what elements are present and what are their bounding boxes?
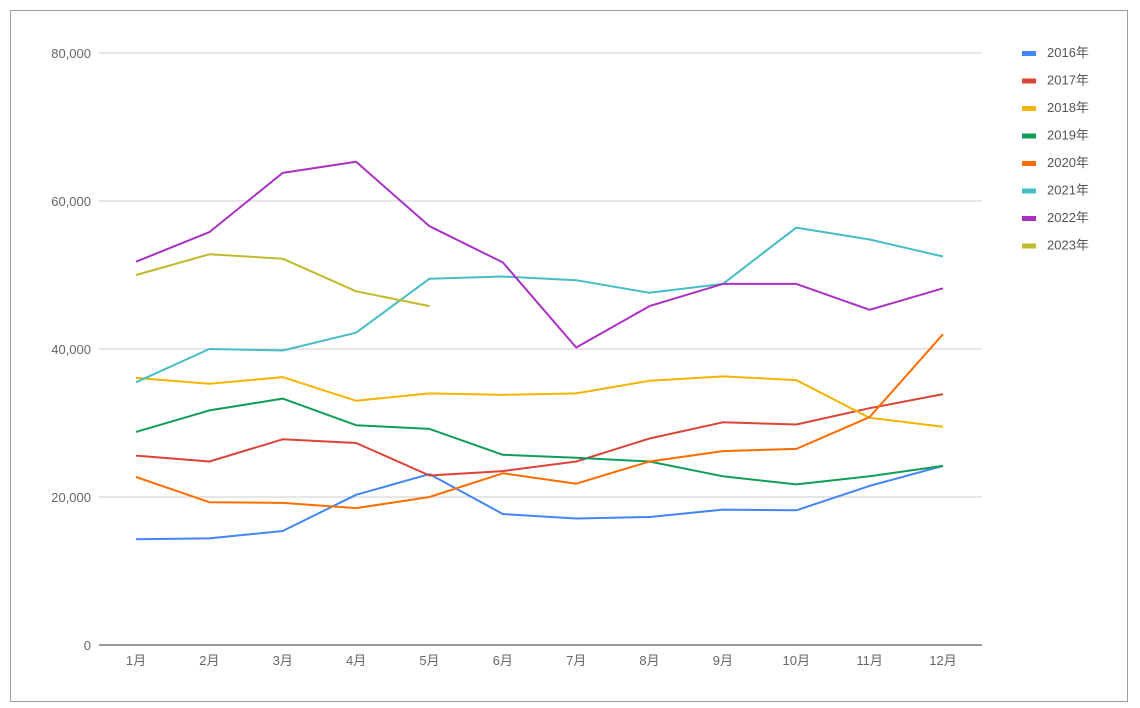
series-lines <box>135 160 944 541</box>
x-tick-label: 3月 <box>273 653 293 668</box>
legend-label: 2018年 <box>1047 100 1089 115</box>
legend-label: 2016年 <box>1047 45 1089 60</box>
x-tick-label: 2月 <box>199 653 219 668</box>
x-tick-label: 1月 <box>126 653 146 668</box>
legend-swatch <box>1022 216 1036 221</box>
y-tick-label: 80,000 <box>51 46 91 61</box>
y-tick-label: 60,000 <box>51 194 91 209</box>
x-tick-label: 11月 <box>856 653 883 668</box>
grid-lines <box>99 52 982 498</box>
y-tick-label: 0 <box>84 638 91 653</box>
series-line-7 <box>135 160 944 349</box>
x-tick-label: 6月 <box>493 653 513 668</box>
legend-swatch <box>1022 161 1036 166</box>
x-tick-label: 10月 <box>783 653 810 668</box>
x-tick-label: 8月 <box>639 653 659 668</box>
legend-label: 2022年 <box>1047 210 1089 225</box>
x-tick-label: 9月 <box>713 653 733 668</box>
legend-label: 2023年 <box>1047 238 1089 253</box>
legend: 2016年 2017年 2018年 2019年 2020年 2021年 2022年 2023年 <box>1022 45 1089 253</box>
legend-label: 2020年 <box>1047 155 1089 170</box>
series-line-8 <box>135 253 430 308</box>
series-line-4 <box>135 397 944 486</box>
legend-swatch <box>1022 243 1036 249</box>
y-tick-label: 40,000 <box>51 342 91 357</box>
legend-swatch <box>1022 51 1036 56</box>
x-tick-label: 12月 <box>929 653 956 668</box>
series-line-3 <box>135 375 944 428</box>
line-chart: 0 20,000 40,000 60,000 80,000 1月 2月 3月 4月 5月 6月 7月… <box>51 45 1089 668</box>
series-line-1 <box>135 464 944 541</box>
legend-swatch <box>1022 78 1036 84</box>
y-tick-label: 20,000 <box>51 490 91 505</box>
y-axis: 0 20,000 40,000 60,000 80,000 <box>51 46 91 653</box>
legend-swatch <box>1022 106 1036 111</box>
series-line-2 <box>135 393 944 477</box>
x-tick-label: 5月 <box>419 653 439 668</box>
x-tick-label: 7月 <box>566 653 586 668</box>
x-axis: 1月 2月 3月 4月 5月 6月 7月 8月 9月 10月 11月 12月 <box>99 644 982 668</box>
chart-frame: 0 20,000 40,000 60,000 80,000 1月 2月 3月 4月 5月 6月 7月… <box>10 10 1128 702</box>
legend-swatch <box>1022 188 1036 194</box>
legend-label: 2021年 <box>1047 183 1089 198</box>
x-tick-label: 4月 <box>346 653 366 668</box>
series-line-5 <box>135 333 944 510</box>
series-line-6 <box>135 226 944 384</box>
legend-swatch <box>1022 133 1036 139</box>
legend-label: 2019年 <box>1047 128 1089 143</box>
legend-label: 2017年 <box>1047 73 1089 88</box>
